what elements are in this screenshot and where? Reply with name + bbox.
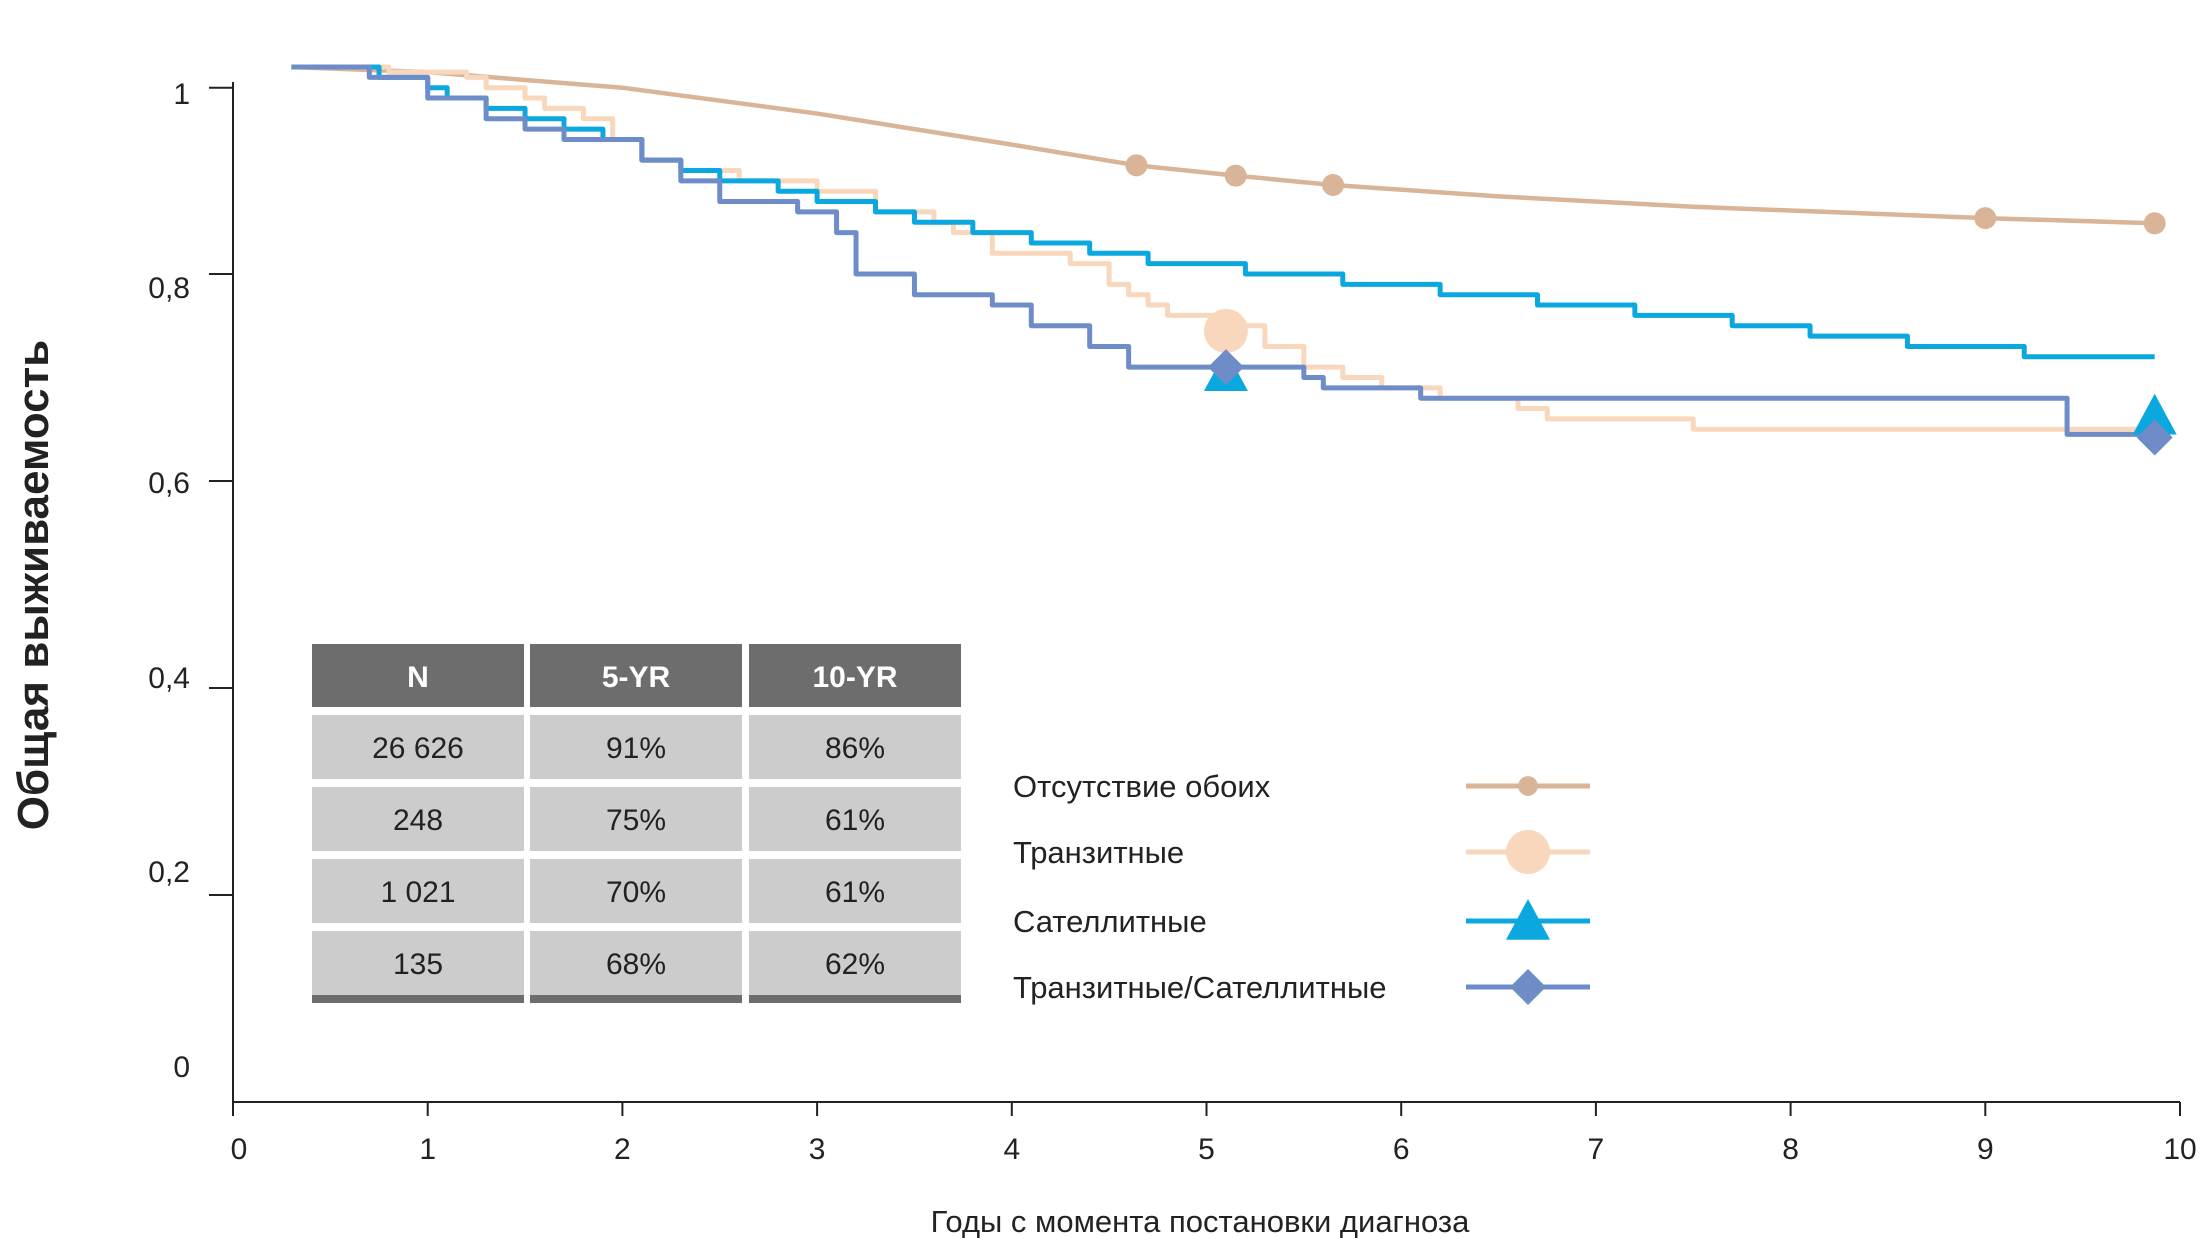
table-cell xyxy=(312,931,524,995)
series-marker-1 xyxy=(2143,212,2166,235)
series-marker-1 xyxy=(1974,207,1997,230)
x-tick-label: 10 xyxy=(2163,1133,2196,1166)
legend-label: Транзитные/Сателлитные xyxy=(1013,970,1386,1005)
table-cell-text: 26 626 xyxy=(372,732,464,765)
table-header-cell xyxy=(530,644,742,707)
table-cell-text: 1 021 xyxy=(380,876,455,909)
x-tick-label: 9 xyxy=(1977,1133,1994,1166)
table-header-cell xyxy=(749,644,961,707)
legend-marker xyxy=(1518,776,1538,796)
legend-label: Отсутствие обоих xyxy=(1013,769,1271,804)
y-axis-title: Общая выживаемость xyxy=(9,340,58,830)
y-tick-label: 0,2 xyxy=(148,856,190,889)
series-marker-1 xyxy=(1322,173,1345,196)
series-line-1 xyxy=(291,64,2155,226)
table-cell xyxy=(749,859,961,923)
table-bottom-rule xyxy=(749,995,961,1003)
table-bottom-rule xyxy=(530,995,742,1003)
table-cell xyxy=(530,715,742,779)
table-cell-text: 135 xyxy=(393,948,443,981)
series-marker-4 xyxy=(1207,349,1244,386)
table-cell xyxy=(312,859,524,923)
table-cell-text: 248 xyxy=(393,804,443,837)
x-tick-label: 4 xyxy=(1003,1133,1020,1166)
table-cell-text: 91% xyxy=(606,732,666,765)
table-cell-text: 62% xyxy=(825,948,885,981)
legend: Отсутствие обоих Транзитные Сателлитные Тра… xyxy=(1013,769,1590,1005)
table-cell xyxy=(530,859,742,923)
table-cell xyxy=(530,787,742,851)
series-marker-1 xyxy=(1224,164,1247,187)
series-line-4 xyxy=(291,64,2155,437)
table-cell-text: 86% xyxy=(825,732,885,765)
y-tick-label: 0,4 xyxy=(148,662,190,695)
y-tick-label: 0,8 xyxy=(148,272,190,305)
y-tick-label: 0,6 xyxy=(148,467,190,500)
y-tick-label: 1 xyxy=(173,78,190,111)
x-tick-label: 7 xyxy=(1588,1133,1605,1166)
series-line-3 xyxy=(291,64,2155,360)
x-tick-label: 2 xyxy=(614,1133,631,1166)
legend-marker xyxy=(1506,830,1550,874)
table-bottom-rule xyxy=(312,995,524,1003)
x-tick-label: 6 xyxy=(1393,1133,1410,1166)
x-axis-title: Годы с момента постановки диагноза xyxy=(931,1204,1470,1238)
x-tick-label: 1 xyxy=(419,1133,436,1166)
table-cell xyxy=(749,931,961,995)
legend-label: Транзитные xyxy=(1013,835,1184,870)
table-cell-text: 70% xyxy=(606,876,666,909)
table-header-cell xyxy=(312,644,524,707)
x-tick-label: 0 xyxy=(231,1133,248,1166)
table-header-text: 5-YR xyxy=(602,661,671,694)
series-marker-1 xyxy=(1125,154,1148,177)
table-cell xyxy=(749,715,961,779)
legend-marker xyxy=(1510,969,1546,1005)
table-cell-text: 75% xyxy=(606,804,666,837)
legend-label: Сателлитные xyxy=(1013,904,1207,939)
series-marker-2 xyxy=(1203,308,1248,353)
legend-marker xyxy=(1506,899,1550,940)
series-marker-4 xyxy=(2136,419,2173,456)
series-marker-3 xyxy=(2132,393,2177,435)
table-cell-text: 61% xyxy=(825,804,885,837)
x-tick-label: 5 xyxy=(1198,1133,1215,1166)
table-header-text: N xyxy=(407,661,429,694)
table-cell-text: 61% xyxy=(825,876,885,909)
axes: 0 1 2 3 4 5 6 7 8 9 10 0 0,2 0,4 0,6 0,8 1 xyxy=(148,78,2196,1166)
table-cell xyxy=(749,787,961,851)
table-header-text: 10-YR xyxy=(812,661,897,694)
y-tick-label: 0 xyxy=(173,1051,190,1084)
table-cell xyxy=(312,787,524,851)
table-cell-text: 68% xyxy=(606,948,666,981)
x-tick-label: 8 xyxy=(1782,1133,1799,1166)
summary-table: N 5-YR 10-YR 26 626 91% 86% 248 75% 61% 1 021 70% 6… xyxy=(312,644,961,1003)
table-cell xyxy=(312,715,524,779)
series-layer xyxy=(291,64,2177,456)
table-cell xyxy=(530,931,742,995)
x-tick-label: 3 xyxy=(809,1133,826,1166)
